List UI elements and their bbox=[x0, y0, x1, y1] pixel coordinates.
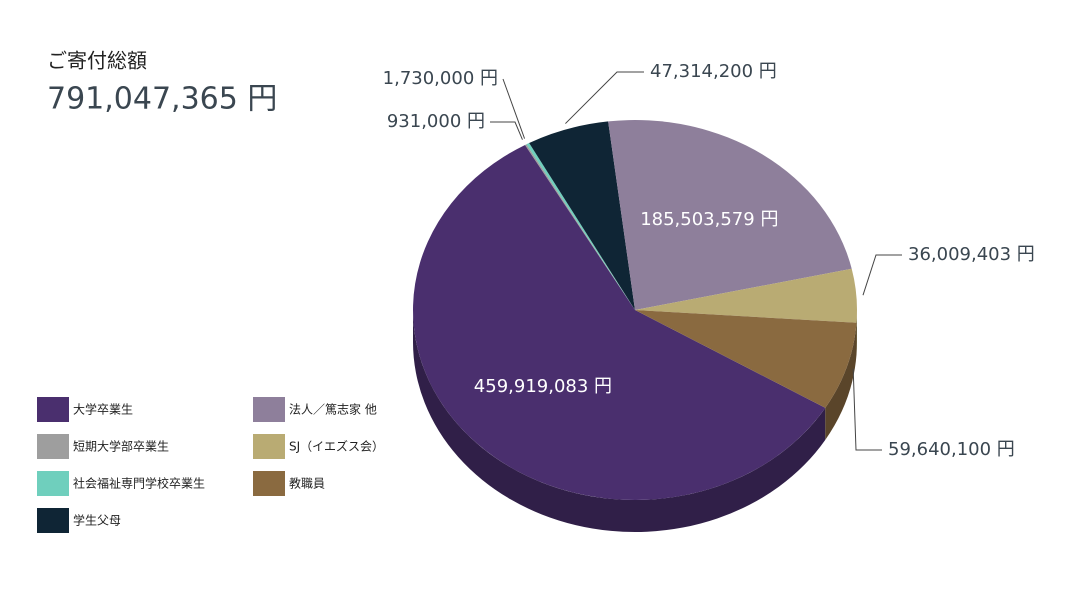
data-label: 1,730,000 円 bbox=[383, 68, 498, 89]
slice bbox=[412, 144, 826, 501]
data-label: 47,314,200 円 bbox=[650, 61, 777, 82]
data-label: 459,919,083 円 bbox=[474, 376, 612, 397]
leader-line bbox=[852, 368, 882, 451]
data-label: 59,640,100 円 bbox=[888, 439, 1015, 460]
slice bbox=[635, 268, 857, 323]
data-label: 36,009,403 円 bbox=[908, 244, 1035, 265]
chart-title: ご寄付総額 bbox=[47, 49, 147, 73]
slice bbox=[525, 144, 635, 310]
slice-side bbox=[413, 310, 826, 532]
legend-label: 社会福祉専門学校卒業生 bbox=[73, 476, 205, 491]
legend-label: SJ（イエズス会） bbox=[289, 439, 384, 454]
data-label: 931,000 円 bbox=[387, 111, 485, 132]
legend-swatch bbox=[253, 397, 285, 422]
leader-line bbox=[502, 78, 526, 139]
slice bbox=[529, 121, 635, 311]
legend-label: 短期大学部卒業生 bbox=[73, 439, 169, 454]
slice-side bbox=[825, 322, 857, 440]
slice-side bbox=[856, 310, 857, 355]
legend-swatch bbox=[253, 434, 285, 459]
slice bbox=[635, 310, 857, 408]
legend-swatch bbox=[37, 508, 69, 533]
leader-line bbox=[862, 254, 902, 296]
legend-label: 教職員 bbox=[289, 476, 325, 491]
total-amount: 791,047,365 円 bbox=[47, 82, 277, 117]
legend-label: 法人／篤志家 他 bbox=[289, 402, 377, 417]
legend-label: 学生父母 bbox=[73, 513, 121, 528]
slice bbox=[526, 142, 635, 310]
legend-swatch bbox=[37, 397, 69, 422]
legend-swatch bbox=[37, 434, 69, 459]
data-label: 185,503,579 円 bbox=[640, 209, 778, 230]
legend-swatch bbox=[37, 471, 69, 496]
legend-swatch bbox=[253, 471, 285, 496]
slice bbox=[608, 119, 852, 310]
leader-line bbox=[490, 121, 523, 140]
leader-line bbox=[565, 71, 644, 124]
legend-label: 大学卒業生 bbox=[73, 402, 133, 417]
